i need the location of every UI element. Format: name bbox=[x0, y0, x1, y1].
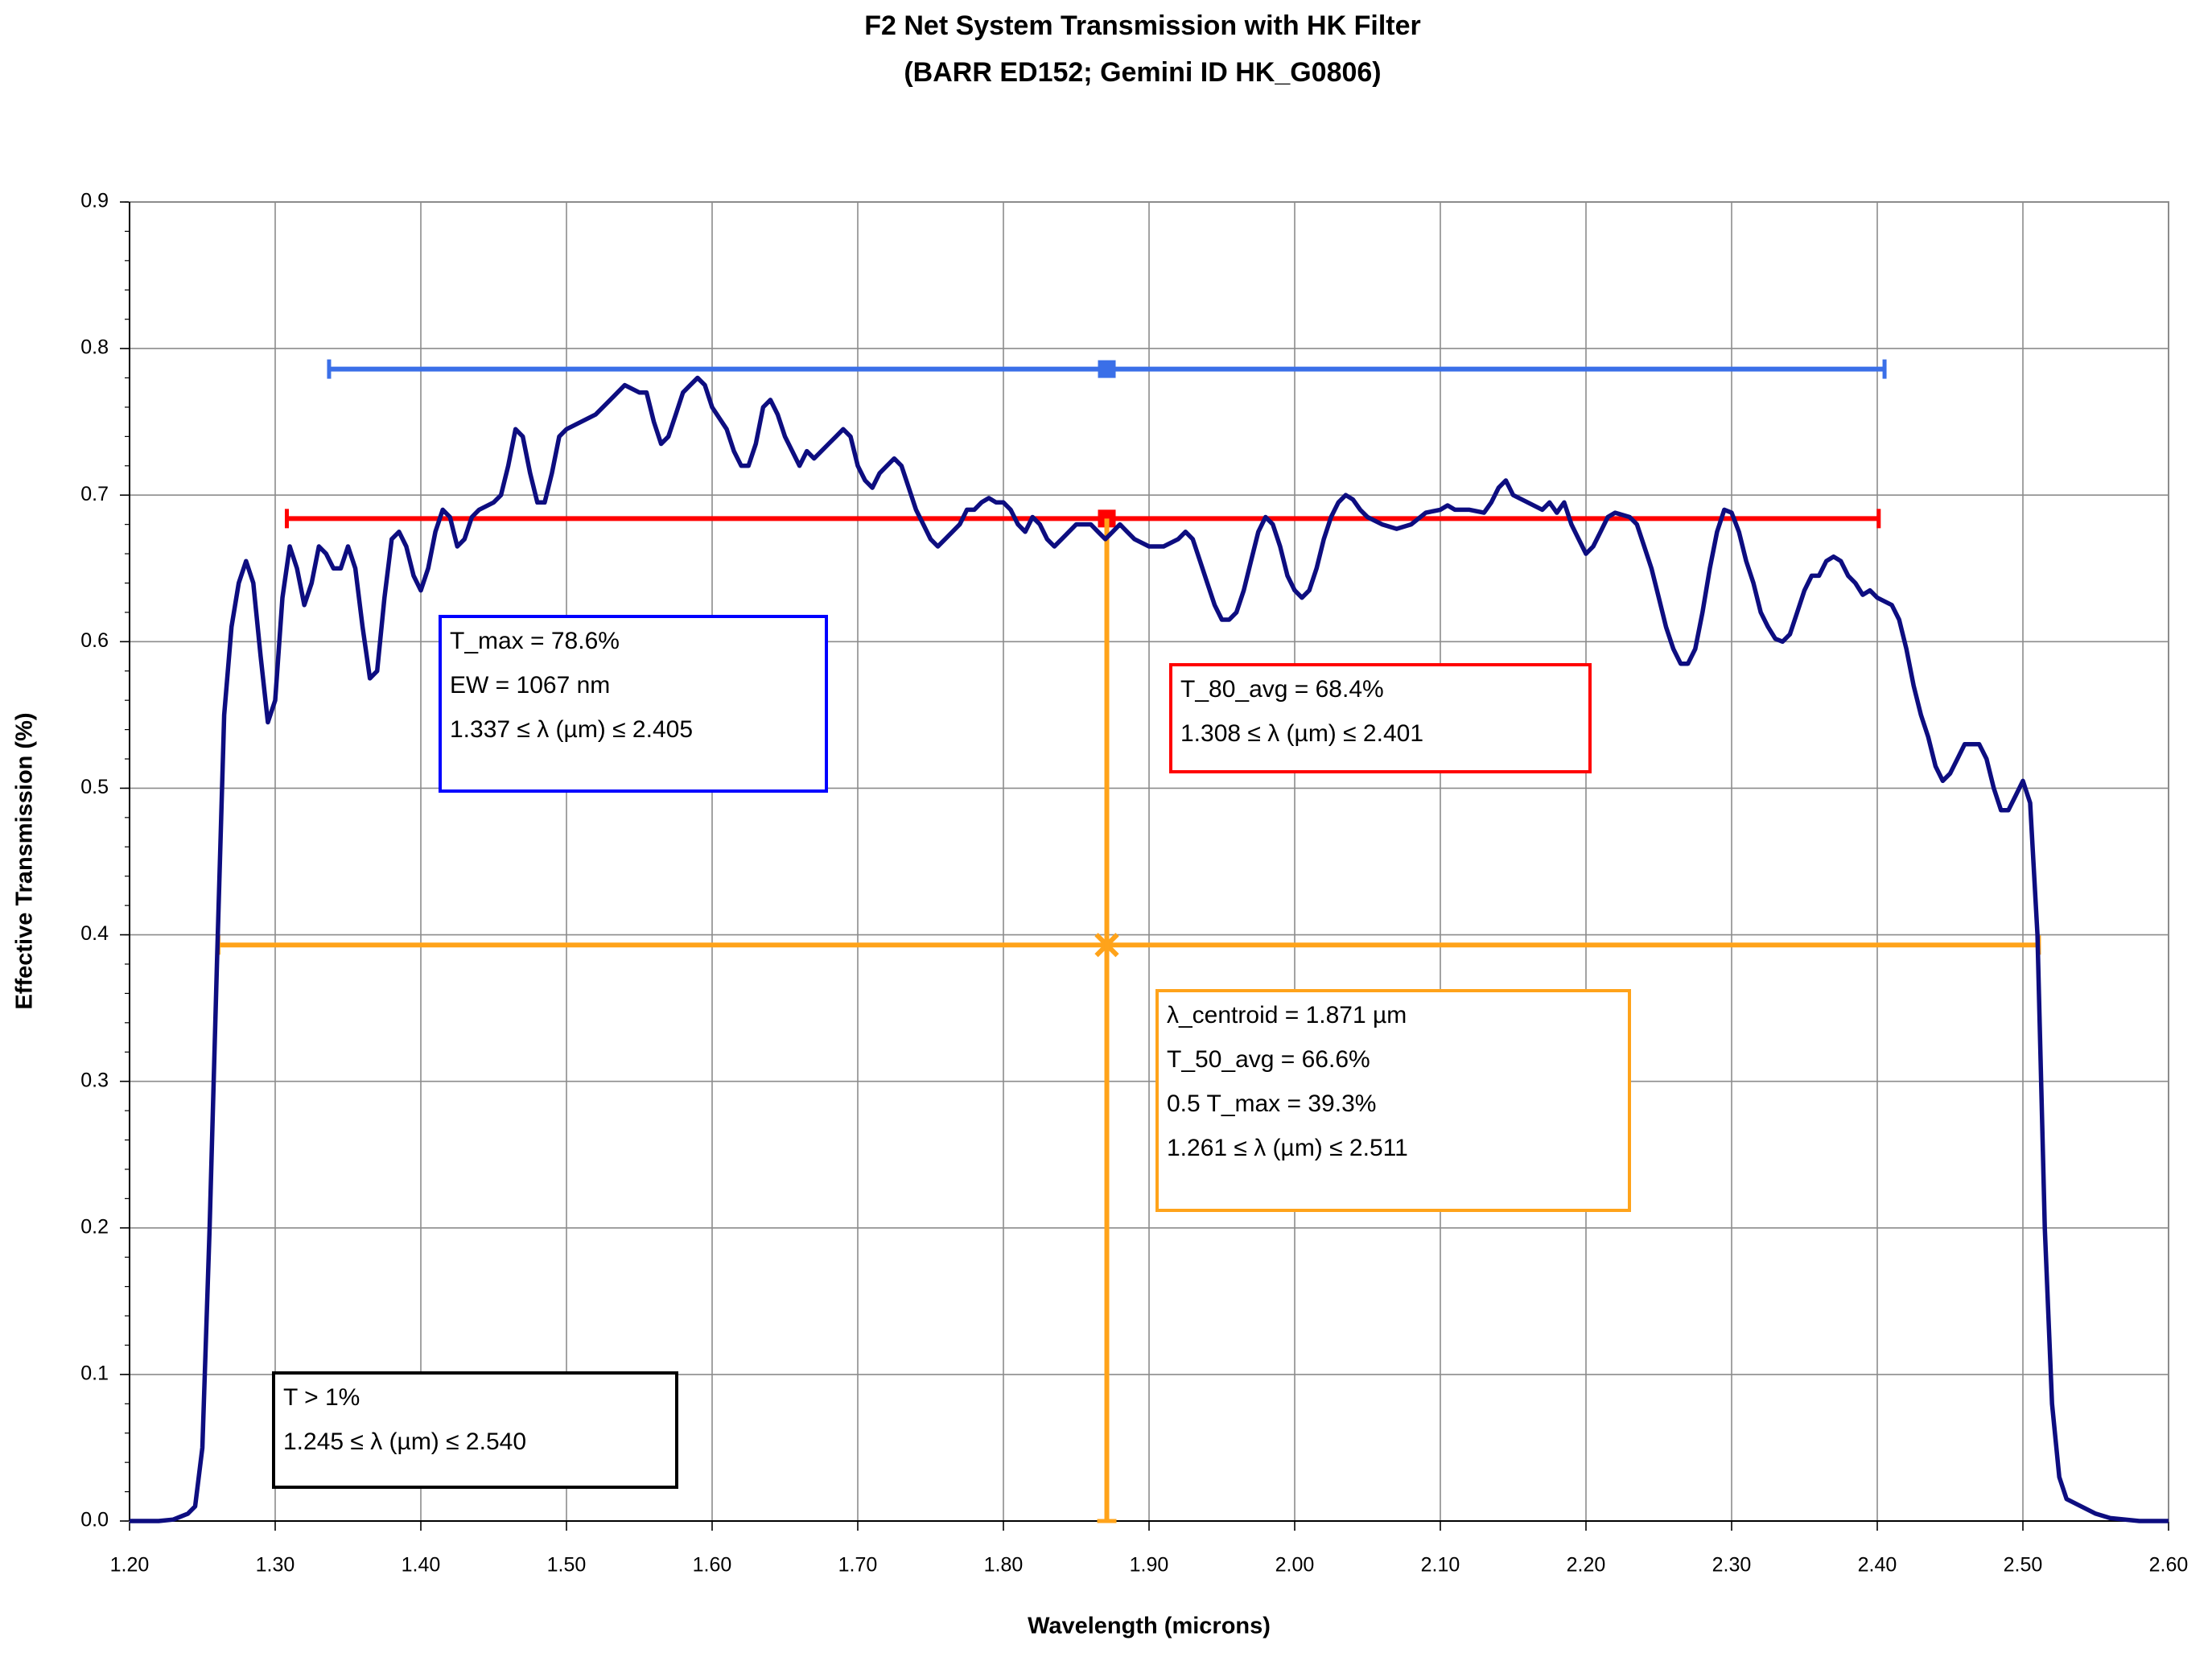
y-tick-label: 0.5 bbox=[80, 776, 109, 798]
x-tick-label: 2.10 bbox=[1421, 1554, 1460, 1577]
x-tick-label: 1.60 bbox=[693, 1554, 732, 1577]
annotation-text: T_80_avg = 68.4% bbox=[1180, 676, 1384, 703]
chart-subtitle: (BARR ED152; Gemini ID HK_G0806) bbox=[904, 57, 1381, 88]
annotation-box bbox=[1155, 989, 1631, 1212]
x-tick-label: 2.30 bbox=[1712, 1554, 1752, 1577]
x-tick-label: 2.20 bbox=[1567, 1554, 1606, 1577]
x-tick-label: 2.40 bbox=[1858, 1554, 1897, 1577]
range-marker bbox=[1098, 360, 1116, 378]
y-tick-label: 0.6 bbox=[80, 629, 109, 652]
y-tick-label: 0.1 bbox=[80, 1362, 109, 1384]
y-tick-label: 0.2 bbox=[80, 1215, 109, 1238]
annotation-text: λ_centroid = 1.871 µm bbox=[1167, 1002, 1407, 1028]
x-tick-label: 1.30 bbox=[256, 1554, 295, 1577]
y-axis-title: Effective Transmission (%) bbox=[12, 712, 38, 1009]
annotation-text: T_max = 78.6% bbox=[450, 628, 620, 654]
x-tick-label: 1.40 bbox=[402, 1554, 441, 1577]
annotation-text: 1.245 ≤ λ (µm) ≤ 2.540 bbox=[283, 1428, 526, 1455]
x-tick-label: 2.60 bbox=[2149, 1554, 2189, 1577]
x-tick-label: 2.00 bbox=[1275, 1554, 1315, 1577]
y-tick-label: 0.7 bbox=[80, 483, 109, 505]
annotation-text: 1.261 ≤ λ (µm) ≤ 2.511 bbox=[1167, 1135, 1408, 1161]
x-tick-label: 1.20 bbox=[110, 1554, 150, 1577]
annotation-box bbox=[439, 615, 828, 793]
y-tick-label: 0.0 bbox=[80, 1509, 109, 1531]
y-tick-label: 0.8 bbox=[80, 336, 109, 359]
x-tick-label: 2.50 bbox=[2004, 1554, 2043, 1577]
annotation-text: 1.308 ≤ λ (µm) ≤ 2.401 bbox=[1180, 720, 1423, 747]
annotation-text: T > 1% bbox=[283, 1384, 360, 1411]
x-tick-label: 1.50 bbox=[547, 1554, 587, 1577]
y-tick-label: 0.4 bbox=[80, 922, 109, 945]
annotation-text: 1.337 ≤ λ (µm) ≤ 2.405 bbox=[450, 716, 693, 743]
x-axis-title: Wavelength (microns) bbox=[1028, 1614, 1271, 1639]
x-tick-label: 1.80 bbox=[984, 1554, 1024, 1577]
chart-title: F2 Net System Transmission with HK Filte… bbox=[864, 10, 1421, 41]
annotation-box bbox=[272, 1371, 678, 1489]
y-tick-label: 0.9 bbox=[80, 190, 109, 212]
annotation-box bbox=[1169, 663, 1592, 773]
annotation-text: 0.5 T_max = 39.3% bbox=[1167, 1090, 1376, 1117]
transmission-line bbox=[130, 375, 2169, 1523]
annotation-text: EW = 1067 nm bbox=[450, 672, 610, 699]
annotation-text: T_50_avg = 66.6% bbox=[1167, 1046, 1370, 1073]
x-tick-label: 1.90 bbox=[1130, 1554, 1169, 1577]
x-tick-label: 1.70 bbox=[838, 1554, 878, 1577]
y-tick-label: 0.3 bbox=[80, 1069, 109, 1091]
